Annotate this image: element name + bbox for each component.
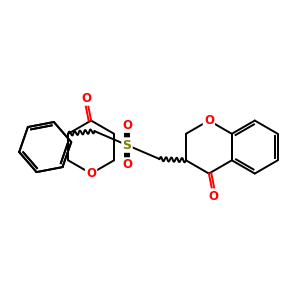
Text: O: O — [122, 119, 132, 132]
Text: O: O — [82, 92, 92, 104]
Text: O: O — [86, 167, 96, 180]
Text: O: O — [208, 190, 218, 202]
Text: O: O — [122, 158, 132, 172]
Text: S: S — [122, 139, 131, 152]
Text: O: O — [204, 114, 214, 127]
